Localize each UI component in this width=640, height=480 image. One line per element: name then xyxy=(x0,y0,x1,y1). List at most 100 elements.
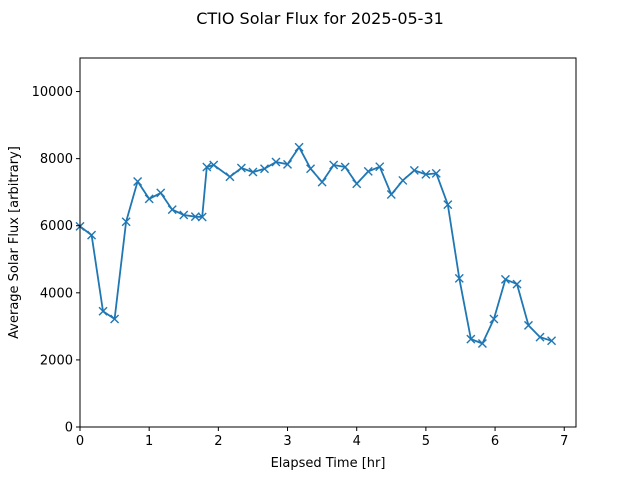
data-point-marker xyxy=(398,175,408,185)
marker-stroke xyxy=(375,162,385,172)
data-point-marker xyxy=(477,338,487,348)
marker-stroke xyxy=(329,160,339,170)
data-point-marker xyxy=(512,279,522,289)
marker-stroke xyxy=(133,176,143,186)
data-point-marker xyxy=(409,165,419,175)
data-point-marker xyxy=(500,274,510,284)
x-tick-label: 0 xyxy=(76,434,84,449)
y-tick-label: 10000 xyxy=(32,85,73,100)
data-point-marker xyxy=(454,273,464,283)
marker-stroke xyxy=(236,163,246,173)
x-tick-label: 5 xyxy=(422,434,430,449)
data-point-marker xyxy=(283,159,293,169)
data-point-marker xyxy=(271,157,281,167)
marker-stroke xyxy=(386,190,396,200)
axes-frame xyxy=(79,57,577,428)
marker-stroke xyxy=(294,142,304,152)
data-point-marker xyxy=(225,172,235,182)
data-point-marker xyxy=(167,205,177,215)
marker-stroke xyxy=(110,314,120,324)
data-point-marker xyxy=(179,210,189,220)
data-point-marker xyxy=(121,217,131,227)
x-tick-label: 3 xyxy=(283,434,291,449)
marker-stroke xyxy=(190,212,200,222)
data-point-marker xyxy=(306,164,316,174)
marker-stroke xyxy=(489,314,499,324)
data-point-marker xyxy=(197,212,207,222)
marker-stroke xyxy=(421,169,431,179)
marker-stroke xyxy=(225,172,235,182)
data-point-marker xyxy=(421,169,431,179)
marker-stroke xyxy=(352,179,362,189)
data-point-marker xyxy=(352,179,362,189)
marker-stroke xyxy=(260,164,269,174)
data-point-marker xyxy=(386,190,396,200)
data-point-marker xyxy=(202,162,212,172)
data-point-marker xyxy=(294,142,304,152)
marker-stroke xyxy=(179,210,189,220)
data-point-marker xyxy=(535,332,545,342)
x-axis-label: Elapsed Time [hr] xyxy=(271,456,386,471)
marker-stroke xyxy=(535,332,545,342)
chart-title: CTIO Solar Flux for 2025-05-31 xyxy=(196,9,444,28)
x-tick-label: 6 xyxy=(491,434,499,449)
data-point-marker xyxy=(236,163,246,173)
x-tick-label: 2 xyxy=(214,434,222,449)
y-tick-label: 0 xyxy=(65,421,73,436)
data-point-marker xyxy=(329,160,339,170)
x-tick-label: 7 xyxy=(560,434,568,449)
data-point-marker xyxy=(87,230,97,240)
data-point-marker xyxy=(547,336,557,346)
marker-stroke xyxy=(98,306,108,316)
data-point-marker xyxy=(340,162,350,172)
marker-stroke xyxy=(340,162,350,172)
marker-stroke xyxy=(209,160,219,170)
marker-stroke xyxy=(477,338,487,348)
marker-stroke xyxy=(454,273,464,283)
marker-stroke xyxy=(523,320,533,330)
marker-stroke xyxy=(512,279,522,289)
marker-stroke xyxy=(144,194,154,204)
marker-stroke xyxy=(271,157,281,167)
marker-stroke xyxy=(363,166,373,176)
marker-stroke xyxy=(121,217,131,227)
marker-stroke xyxy=(443,200,453,210)
marker-stroke xyxy=(248,167,258,177)
marker-stroke xyxy=(197,212,207,222)
marker-stroke xyxy=(500,274,510,284)
marker-stroke xyxy=(283,159,293,169)
y-tick-label: 6000 xyxy=(40,219,73,234)
y-axis-label: Average Solar Flux [arbitrary] xyxy=(7,146,22,339)
data-point-marker xyxy=(317,177,327,187)
data-point-marker xyxy=(489,314,499,324)
data-point-marker xyxy=(156,188,166,198)
marker-stroke xyxy=(167,205,177,215)
x-tick-label: 4 xyxy=(353,434,361,449)
data-point-marker xyxy=(110,314,120,324)
marker-stroke xyxy=(156,188,166,198)
marker-stroke xyxy=(398,175,408,185)
data-point-marker xyxy=(466,334,476,344)
marker-stroke xyxy=(87,230,97,240)
x-tick-label: 1 xyxy=(145,434,153,449)
x-axis-ticks: 0 1 2 3 4 5 6 7 xyxy=(76,427,568,449)
data-point-marker xyxy=(133,176,143,186)
data-point-marker xyxy=(190,212,200,222)
marker-stroke xyxy=(306,164,316,174)
y-tick-label: 4000 xyxy=(40,286,73,301)
data-point-marker xyxy=(209,160,219,170)
data-point-marker xyxy=(144,194,154,204)
y-tick-label: 2000 xyxy=(40,353,73,368)
data-point-marker xyxy=(98,306,108,316)
data-point-marker xyxy=(248,167,258,177)
data-point-marker xyxy=(431,168,441,178)
data-point-marker xyxy=(523,320,533,330)
marker-stroke xyxy=(202,162,212,172)
marker-stroke xyxy=(466,334,476,344)
marker-stroke xyxy=(317,177,327,187)
marker-stroke xyxy=(547,336,557,346)
data-point-marker xyxy=(375,162,385,172)
